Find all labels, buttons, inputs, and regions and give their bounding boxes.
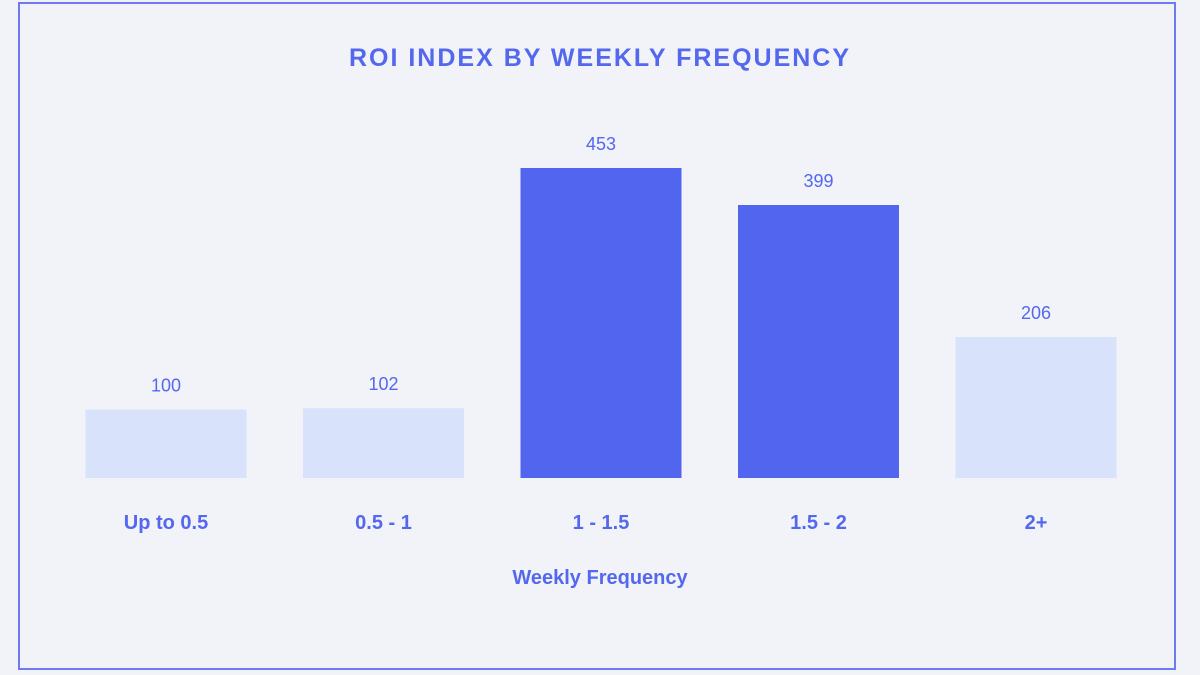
bar-3 [520,168,682,478]
bar-2 [303,408,464,478]
category-labels-group: Up to 0.5 0.5 - 1 1 - 1.5 1.5 - 2 2+ [124,512,1048,534]
bars-group [85,168,1117,478]
category-label-1: Up to 0.5 [124,512,208,534]
category-label-4: 1.5 - 2 [790,512,847,534]
category-label-5: 2+ [1025,512,1048,534]
value-label-4: 399 [803,171,833,191]
category-label-3: 1 - 1.5 [573,512,630,534]
value-label-3: 453 [586,134,616,154]
bar-4 [738,205,899,478]
value-labels-group: 100 102 453 399 206 [151,134,1051,396]
bar-5 [955,337,1117,478]
value-label-1: 100 [151,376,181,396]
category-label-2: 0.5 - 1 [355,512,412,534]
x-axis-label: Weekly Frequency [512,567,688,589]
value-label-2: 102 [368,374,398,394]
value-label-5: 206 [1021,303,1051,323]
chart-title: ROI INDEX BY WEEKLY FREQUENCY [348,44,852,72]
bar-1 [85,409,247,478]
